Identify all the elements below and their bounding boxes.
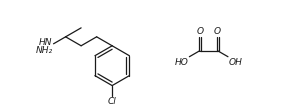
- Text: O: O: [214, 27, 221, 36]
- Text: OH: OH: [229, 58, 243, 67]
- Text: Cl: Cl: [108, 97, 117, 106]
- Text: NH₂: NH₂: [35, 46, 53, 55]
- Text: HO: HO: [175, 58, 188, 67]
- Text: O: O: [196, 27, 203, 36]
- Text: HN: HN: [39, 38, 53, 47]
